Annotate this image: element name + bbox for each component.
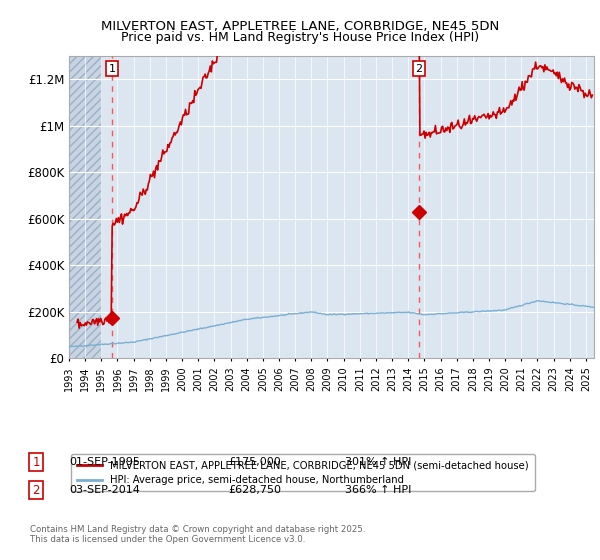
- Text: £628,750: £628,750: [228, 485, 281, 495]
- Text: 03-SEP-2014: 03-SEP-2014: [69, 485, 140, 495]
- Bar: [69, 56, 101, 358]
- Legend: MILVERTON EAST, APPLETREE LANE, CORBRIDGE, NE45 5DN (semi-detached house), HPI: : MILVERTON EAST, APPLETREE LANE, CORBRIDG…: [71, 454, 535, 491]
- Text: 301% ↑ HPI: 301% ↑ HPI: [345, 457, 412, 467]
- Text: 2: 2: [32, 483, 40, 497]
- Text: 366% ↑ HPI: 366% ↑ HPI: [345, 485, 412, 495]
- Text: 1: 1: [109, 64, 116, 73]
- Text: 01-SEP-1995: 01-SEP-1995: [69, 457, 140, 467]
- Text: MILVERTON EAST, APPLETREE LANE, CORBRIDGE, NE45 5DN: MILVERTON EAST, APPLETREE LANE, CORBRIDG…: [101, 20, 499, 32]
- Text: Contains HM Land Registry data © Crown copyright and database right 2025.
This d: Contains HM Land Registry data © Crown c…: [30, 525, 365, 544]
- Text: 2: 2: [415, 64, 422, 73]
- Text: £175,000: £175,000: [228, 457, 281, 467]
- Text: 1: 1: [32, 455, 40, 469]
- Text: Price paid vs. HM Land Registry's House Price Index (HPI): Price paid vs. HM Land Registry's House …: [121, 31, 479, 44]
